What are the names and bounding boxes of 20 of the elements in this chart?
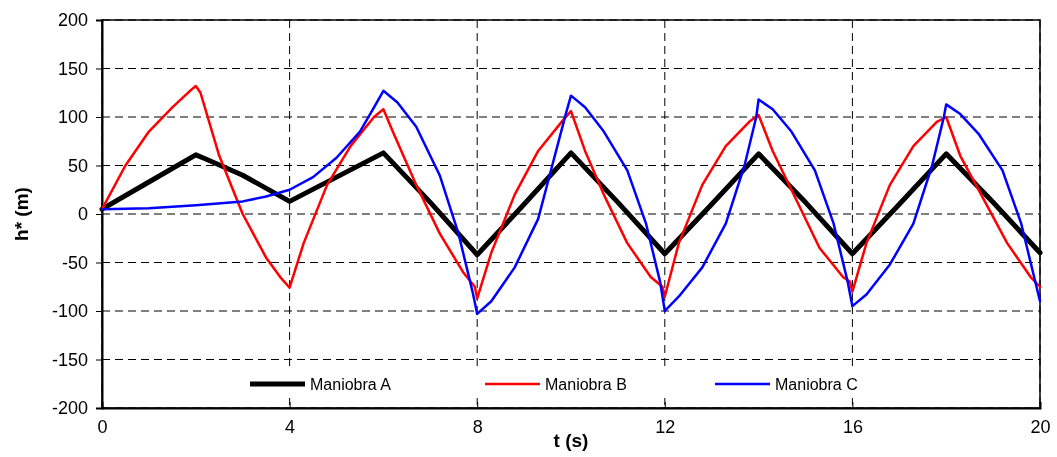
y-tick-label: -100 [51,301,88,322]
y-tick-label: 100 [57,107,88,128]
y-tick-label: -150 [51,349,88,370]
x-tick-label: 0 [97,416,108,437]
y-tick-label: 150 [57,58,88,79]
y-axis-title: h* (m) [11,187,32,241]
x-tick-label: 16 [842,416,863,437]
x-tick-label: 8 [472,416,483,437]
x-tick-label: 4 [285,416,296,437]
x-tick-label: 12 [655,416,676,437]
y-tick-label: 50 [67,155,88,176]
y-tick-label: 200 [57,10,88,31]
y-tick-label: 0 [77,204,88,225]
legend-label: Maniobra A [310,376,392,393]
legend-label: Maniobra B [545,376,627,393]
y-tick-label: -50 [61,252,88,273]
legend-label: Maniobra C [775,376,858,393]
y-tick-label: -200 [51,398,88,419]
x-tick-label: 20 [1030,416,1051,437]
x-axis-title: t (s) [553,430,589,451]
